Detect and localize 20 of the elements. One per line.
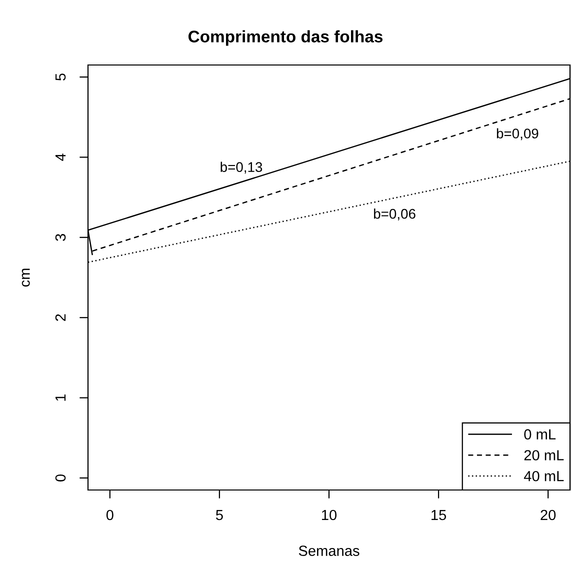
x-axis-title: Semanas <box>298 546 360 556</box>
x-tick-label: 20 <box>540 510 556 520</box>
x-tick-label: 5 <box>216 510 223 520</box>
annotation: b=0,13 <box>220 162 262 174</box>
legend-label: 20 mL <box>524 450 564 460</box>
annotation: b=0,06 <box>374 208 416 220</box>
y-tick-label: 1 <box>55 394 66 401</box>
y-tick-label: 2 <box>55 314 66 321</box>
legend-label: 0 mL <box>524 429 556 440</box>
x-tick-label: 0 <box>106 510 114 520</box>
legend-label: 40 mL <box>524 470 564 482</box>
x-tick-label: 15 <box>432 510 446 520</box>
y-axis-title: cm <box>22 268 30 287</box>
y-tick-label: 3 <box>55 234 66 241</box>
x-tick-label: 10 <box>322 510 337 520</box>
y-tick-label: 4 <box>55 154 66 161</box>
annotation: b=0,09 <box>496 128 538 140</box>
chart-title: Comprimento das folhas <box>188 30 383 46</box>
y-tick-label: 5 <box>55 74 66 80</box>
y-tick-label: 0 <box>55 474 66 482</box>
